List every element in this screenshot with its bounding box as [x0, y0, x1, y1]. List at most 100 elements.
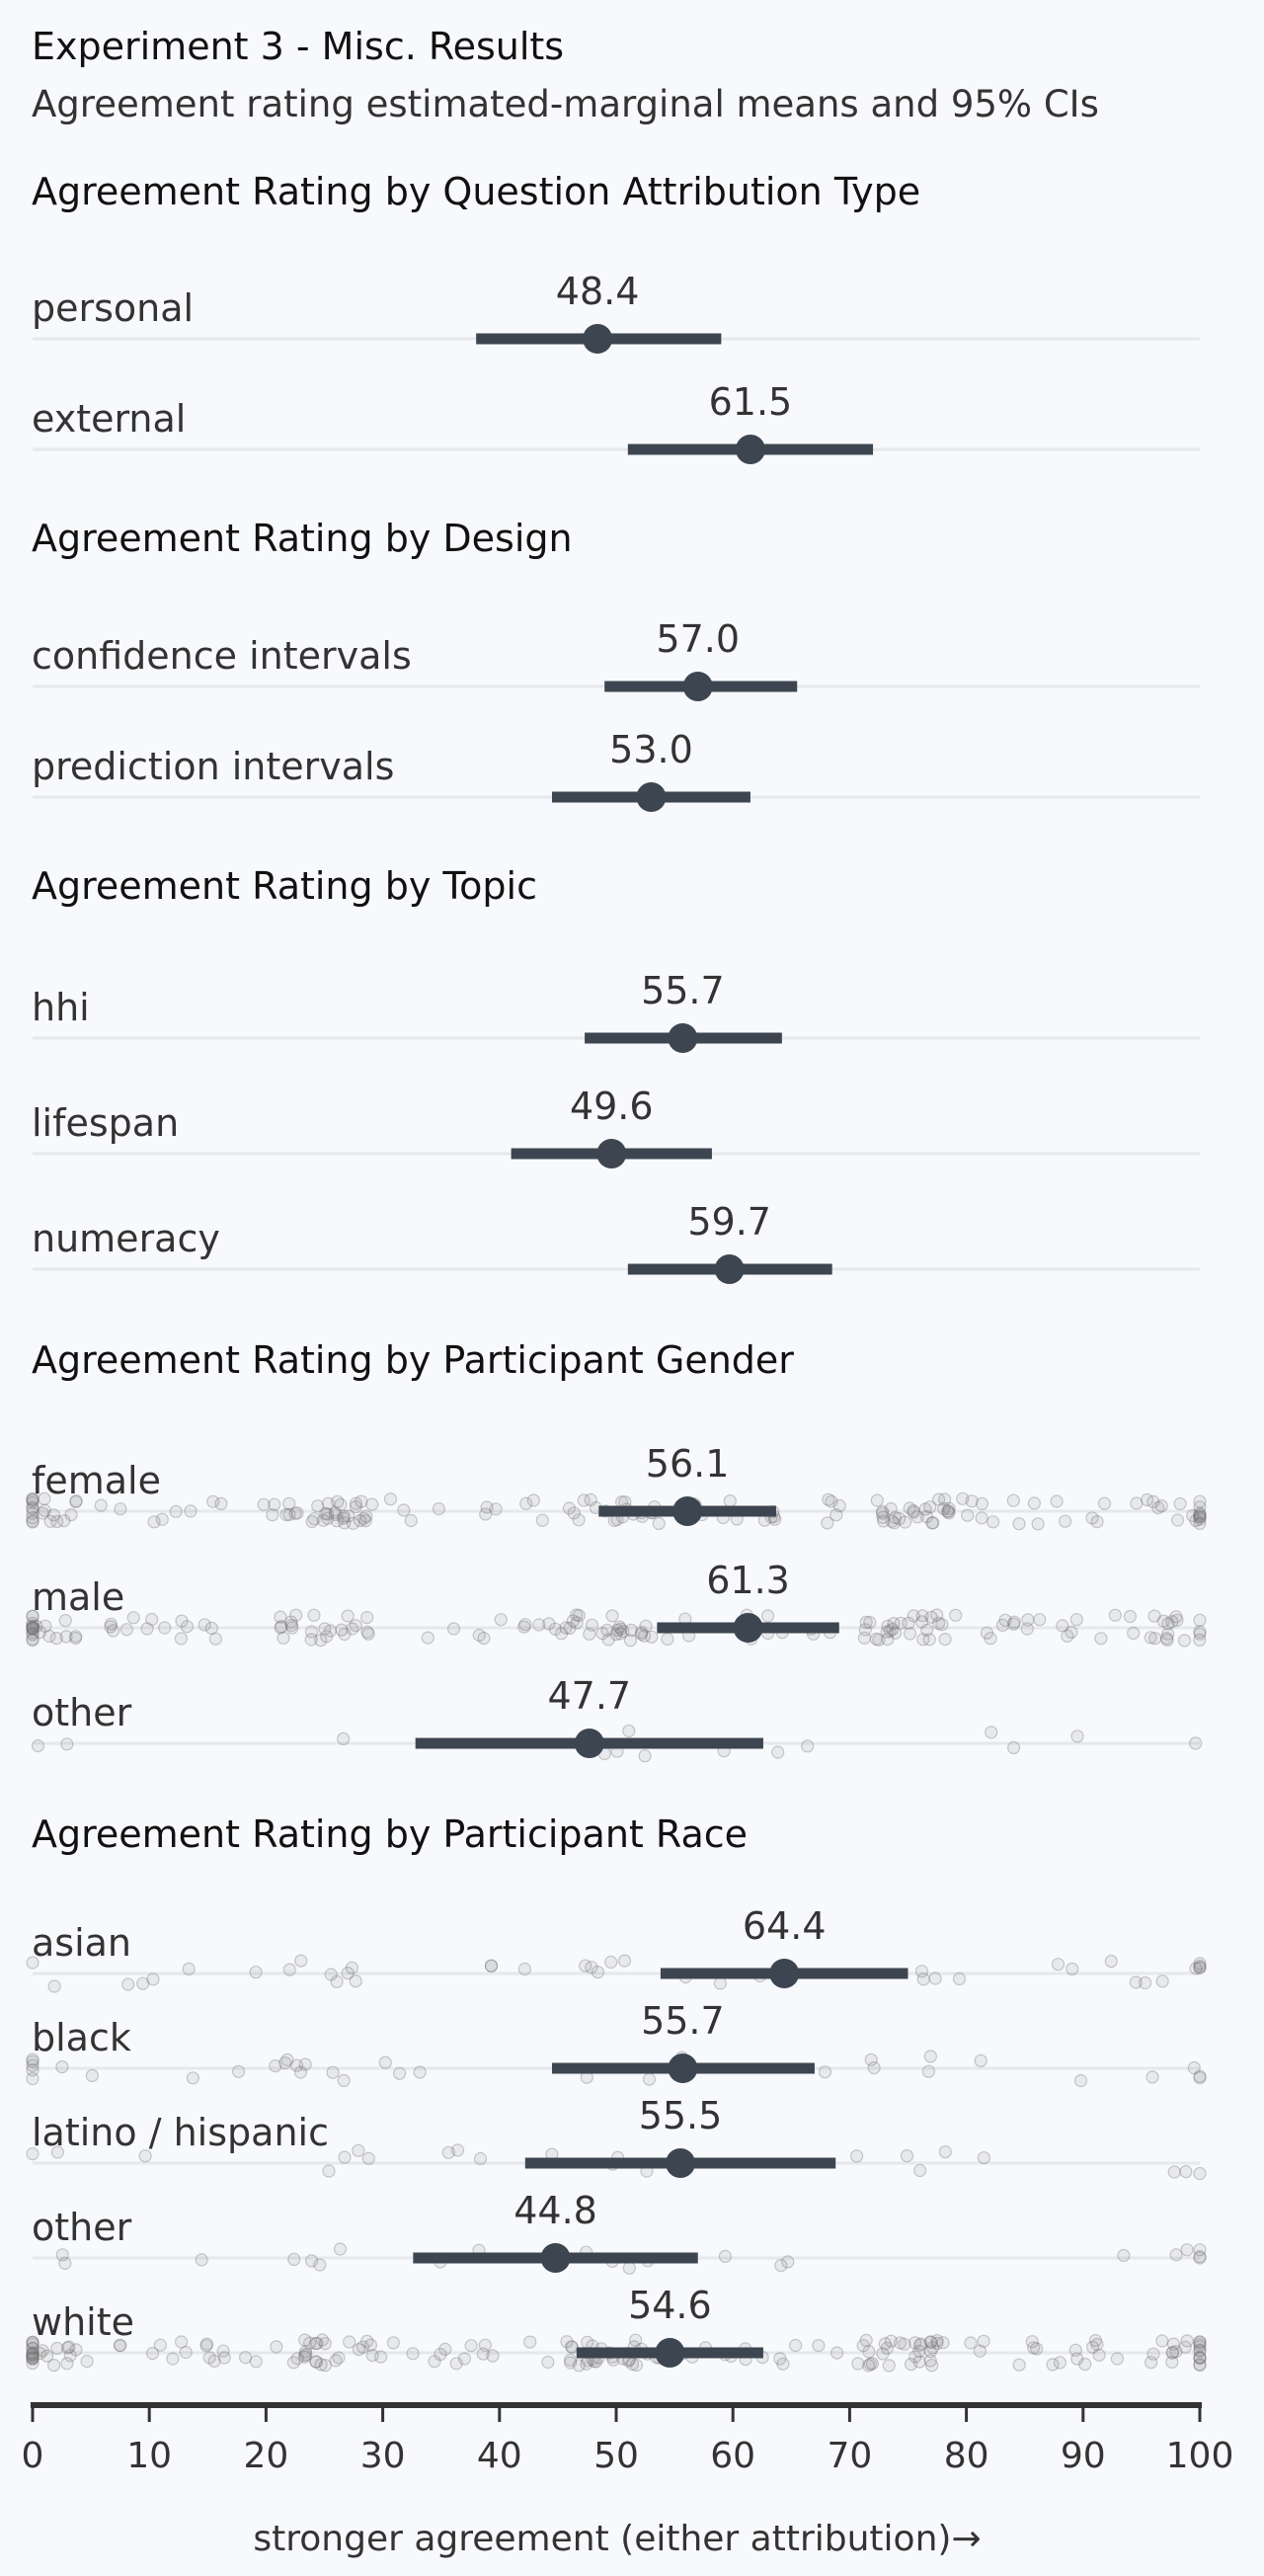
raw-point — [30, 1619, 43, 1633]
raw-point — [40, 2349, 54, 2363]
raw-point — [352, 2143, 365, 2157]
raw-point — [518, 1618, 532, 1632]
raw-point — [604, 1955, 618, 1970]
raw-point — [830, 2346, 844, 2360]
raw-point — [1006, 1740, 1021, 1755]
raw-point — [26, 1502, 40, 1516]
raw-point — [337, 1731, 351, 1746]
raw-point — [323, 1624, 338, 1638]
raw-point — [26, 2054, 40, 2068]
raw-point — [1179, 2165, 1193, 2179]
raw-point — [908, 2350, 922, 2364]
panel: Agreement Rating by Participant Race asia… — [26, 1812, 1207, 2373]
raw-point — [309, 2337, 323, 2351]
raw-point — [930, 2336, 944, 2350]
raw-point — [849, 2149, 864, 2163]
raw-point — [1129, 1975, 1143, 1989]
raw-point — [1123, 1609, 1138, 1624]
raw-point — [26, 2348, 40, 2362]
raw-point — [309, 2355, 323, 2369]
raw-point — [851, 2357, 865, 2371]
mean-point — [733, 1613, 763, 1643]
raw-point — [723, 1493, 737, 1508]
raw-point — [1193, 2337, 1207, 2351]
raw-point — [175, 2335, 189, 2349]
raw-point — [298, 2350, 312, 2364]
raw-point — [941, 1504, 956, 1518]
raw-point — [542, 1617, 556, 1631]
raw-point — [1160, 1633, 1174, 1648]
raw-point — [998, 1613, 1012, 1627]
raw-point — [921, 2064, 936, 2078]
raw-point — [358, 1513, 372, 1528]
raw-point — [881, 1632, 895, 1647]
raw-point — [1193, 1494, 1207, 1508]
raw-point — [956, 1491, 970, 1505]
raw-point — [1006, 1617, 1021, 1631]
raw-point — [532, 1618, 546, 1632]
raw-point — [202, 2351, 216, 2365]
row-label: female — [32, 1459, 161, 1502]
raw-point — [26, 2342, 40, 2356]
raw-point — [928, 1972, 942, 1985]
raw-point — [1078, 2358, 1092, 2372]
raw-point — [773, 2352, 787, 2366]
raw-point — [184, 1504, 198, 1518]
raw-point — [562, 1501, 577, 1515]
raw-point — [26, 2063, 40, 2077]
raw-point — [914, 1615, 929, 1629]
raw-point — [591, 1965, 605, 1979]
raw-point — [315, 2333, 329, 2347]
raw-point — [365, 2349, 379, 2363]
raw-point — [198, 1618, 211, 1632]
raw-point — [977, 2151, 991, 2165]
raw-point — [26, 1609, 40, 1623]
raw-point — [1027, 1496, 1042, 1510]
raw-point — [1148, 1632, 1162, 1646]
raw-point — [39, 1619, 52, 1633]
raw-point — [284, 1615, 298, 1629]
raw-point — [113, 2338, 126, 2353]
raw-point — [1193, 2166, 1207, 2181]
raw-point — [1193, 1500, 1207, 1514]
raw-point — [1193, 1627, 1207, 1641]
raw-point — [565, 2340, 580, 2354]
raw-point — [995, 1618, 1010, 1633]
raw-point — [26, 1616, 40, 1631]
panel-title: Agreement Rating by Question Attribution… — [32, 170, 920, 213]
mean-value-label: 56.1 — [646, 1442, 730, 1486]
raw-point — [26, 1626, 40, 1640]
row-label: male — [32, 1575, 124, 1619]
raw-point — [1180, 2243, 1194, 2257]
raw-point — [275, 1619, 288, 1634]
raw-point — [313, 2258, 327, 2272]
raw-point — [360, 1625, 374, 1639]
row-label: asian — [32, 1921, 131, 1965]
raw-point — [337, 1511, 351, 1525]
raw-point — [961, 1508, 975, 1522]
raw-point — [199, 2339, 213, 2353]
raw-point — [360, 2334, 374, 2348]
raw-point — [324, 1968, 338, 1981]
raw-point — [434, 2348, 447, 2362]
raw-point — [570, 1616, 584, 1630]
raw-point — [279, 1507, 293, 1522]
raw-point — [616, 1624, 630, 1639]
raw-point — [1012, 2358, 1026, 2372]
raw-point — [26, 2357, 40, 2371]
raw-point — [145, 1612, 159, 1627]
raw-point — [903, 1501, 916, 1515]
raw-point — [926, 1515, 940, 1530]
raw-point — [58, 2256, 72, 2270]
raw-point — [26, 2351, 40, 2365]
raw-point — [329, 2354, 343, 2368]
raw-point — [169, 1504, 183, 1518]
raw-point — [121, 1977, 135, 1991]
raw-point — [33, 1625, 46, 1640]
raw-point — [1165, 2345, 1180, 2360]
raw-point — [276, 1631, 290, 1645]
raw-point — [438, 2342, 452, 2356]
raw-point — [1165, 1615, 1179, 1629]
row-label: hhi — [32, 986, 90, 1029]
raw-point — [973, 2344, 988, 2358]
